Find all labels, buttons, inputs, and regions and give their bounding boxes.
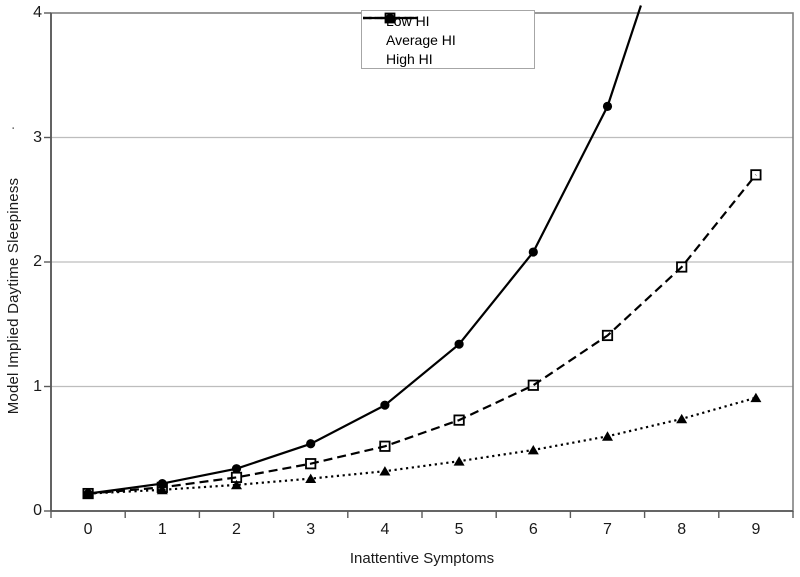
filled-circle-marker-low-hi-x5 xyxy=(454,339,464,349)
filled-triangle-marker-high-hi-x7 xyxy=(602,431,613,441)
filled-triangle-icon xyxy=(384,13,396,22)
x-tick-label-4: 4 xyxy=(380,521,390,538)
legend-sample-dotted-filled-triangle xyxy=(363,13,417,22)
y-tick-label-2: 2 xyxy=(33,253,42,270)
legend-item-high-hi: High HI xyxy=(363,13,534,68)
y-tick-label-4: 4 xyxy=(33,4,42,21)
open-square-marker-average-hi-x5 xyxy=(453,414,465,426)
x-tick-label-3: 3 xyxy=(306,521,316,538)
y-tick-label-3: 3 xyxy=(33,128,42,146)
series-line-average-hi xyxy=(88,174,757,495)
legend-item-average-hi: Average HI xyxy=(363,12,534,49)
filled-circle-marker-low-hi-x2 xyxy=(231,464,242,474)
legend-label: Average HI xyxy=(386,31,456,48)
filled-triangle-marker-high-hi-x8 xyxy=(676,413,688,424)
stray-period: . xyxy=(11,116,16,133)
open-square-marker-average-hi-x8 xyxy=(676,261,688,273)
x-tick-label-2: 2 xyxy=(232,521,241,538)
x-axis-title: Inattentive Symptoms xyxy=(349,550,495,567)
legend: Low HI Average HI High HI xyxy=(361,10,535,69)
legend-label: High HI xyxy=(386,50,433,67)
x-tick-label-0: 0 xyxy=(83,521,93,538)
series-line-high-hi xyxy=(88,396,757,495)
filled-triangle-marker-high-hi-x6 xyxy=(527,444,539,455)
open-square-marker-average-hi-x6 xyxy=(527,379,539,391)
filled-circle-marker-low-hi-x3 xyxy=(306,439,316,449)
filled-triangle-marker-high-hi-x1 xyxy=(156,484,168,495)
x-tick-label-6: 6 xyxy=(528,521,538,538)
filled-triangle-marker-high-hi-x4 xyxy=(379,466,391,476)
filled-triangle-marker-high-hi-x0 xyxy=(82,488,94,498)
y-tick-label-1: 1 xyxy=(33,377,42,395)
open-square-marker-average-hi-x7 xyxy=(601,329,614,342)
x-tick-label-5: 5 xyxy=(454,521,464,538)
filled-triangle-marker-high-hi-x2 xyxy=(231,479,242,490)
filled-circle-marker-low-hi-x6 xyxy=(528,247,538,257)
series-line-low-hi xyxy=(87,5,642,495)
filled-triangle-marker-high-hi-x3 xyxy=(305,473,317,484)
filled-circle-marker-low-hi-x4 xyxy=(380,400,390,410)
filled-triangle-marker-high-hi-x9 xyxy=(750,392,762,403)
open-square-marker-average-hi-x3 xyxy=(305,458,317,470)
y-tick-label-0: 0 xyxy=(33,502,42,519)
x-tick-label-8: 8 xyxy=(677,521,687,538)
filled-circle-marker-low-hi-x7 xyxy=(602,101,613,111)
x-tick-label-9: 9 xyxy=(751,521,761,538)
filled-triangle-marker-high-hi-x5 xyxy=(453,456,465,466)
legend-label: Low HI xyxy=(386,12,430,29)
x-tick-label-1: 1 xyxy=(157,521,167,538)
open-square-marker-average-hi-x9 xyxy=(750,169,762,181)
open-square-marker-average-hi-x4 xyxy=(379,440,391,452)
x-tick-label-7: 7 xyxy=(603,521,612,538)
